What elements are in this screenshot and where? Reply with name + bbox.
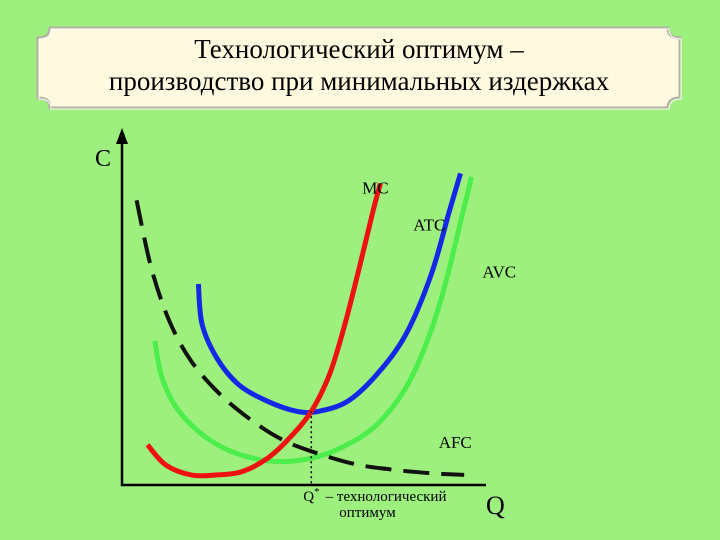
optimum-label-text-2: оптимум: [339, 505, 396, 521]
curve-afc: [134, 199, 465, 477]
curve-mc: [145, 182, 383, 479]
title-line-2: производство при минимальных издержках: [108, 66, 610, 96]
series-labels: MC ATC AVC AFC: [362, 179, 516, 453]
optimum-label-star: *: [314, 486, 320, 498]
curve-avc: [152, 176, 474, 465]
y-axis-label: C: [95, 146, 111, 172]
optimum-label-text: – технологический: [325, 489, 447, 505]
optimum-label-q: Q: [303, 489, 314, 505]
series-label-avc: AVC: [482, 262, 516, 281]
curves-layer: [134, 172, 474, 479]
y-axis-arrow-icon: [116, 128, 128, 144]
curve-atc: [195, 172, 463, 416]
x-axis-label: Q: [486, 491, 505, 520]
series-label-afc: AFC: [439, 433, 472, 452]
series-label-atc: ATC: [413, 215, 445, 234]
series-label-mc: MC: [362, 179, 388, 198]
title-line-1: Технологический оптимум –: [194, 34, 524, 64]
title-frame: Технологический оптимум – производство п…: [36, 26, 682, 110]
optimum-label: Q* – технологический: [303, 486, 446, 505]
title-frame-border: [36, 26, 682, 110]
